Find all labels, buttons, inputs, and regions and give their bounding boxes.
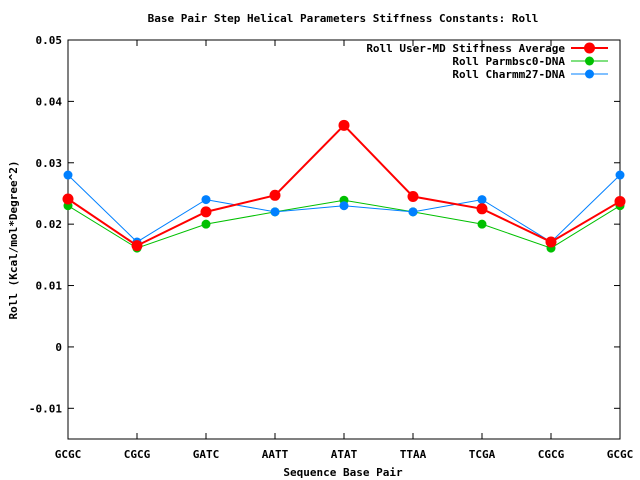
x-tick-label: GATC [193,448,220,461]
legend-marker [585,56,594,66]
data-point [201,219,211,229]
x-tick-label: GCGC [55,448,82,461]
x-axis-label: Sequence Base Pair [283,466,403,479]
series-2 [63,170,625,247]
series-layer [62,119,626,253]
y-tick-label: 0 [55,341,62,354]
x-tick-label: CGCG [538,448,565,461]
data-point [614,195,626,207]
data-point [339,201,349,211]
data-point [201,195,211,205]
x-tick-label: TTAA [400,448,427,461]
data-point [545,236,557,248]
data-point [477,195,487,205]
y-tick-label: 0.02 [36,218,63,231]
x-tick-label: TCGA [469,448,496,461]
data-point [407,191,419,203]
legend-label: Roll Charmm27-DNA [452,68,565,81]
series-0 [62,119,626,252]
y-tick-label: 0.03 [36,157,63,170]
data-point [477,219,487,229]
data-point [269,189,281,201]
legend-marker [585,69,594,79]
data-point [131,240,143,252]
data-point [408,207,418,217]
legend-label: Roll User-MD Stiffness Average [366,42,565,55]
data-point [338,119,350,131]
legend-label: Roll Parmbsc0-DNA [452,55,565,68]
y-tick-label: 0.05 [36,34,63,47]
x-tick-label: CGCG [124,448,151,461]
y-tick-label: 0.04 [36,95,63,108]
y-tick-label: -0.01 [29,402,62,415]
chart-title: Base Pair Step Helical Parameters Stiffn… [148,12,539,25]
x-tick-label: ATAT [331,448,358,461]
data-point [476,203,488,215]
series-line [67,123,621,247]
data-point [62,193,74,205]
y-tick-label: 0.01 [36,280,63,293]
x-tick-label: GCGC [607,448,634,461]
data-point [200,206,212,218]
legend-marker [584,42,595,54]
data-point [63,170,73,180]
data-point [615,170,625,180]
x-ticks: GCGC CGCG GATC AATT ATAT TTAA TCGA CGCG GCGC [55,40,634,461]
x-tick-label: AATT [262,448,289,461]
data-point [270,207,280,217]
y-axis-label: Roll (Kcal/mol*Degree^2) [7,161,20,320]
y-ticks: -0.01 0 0.01 0.02 0.03 0.04 0.05 [29,34,620,415]
